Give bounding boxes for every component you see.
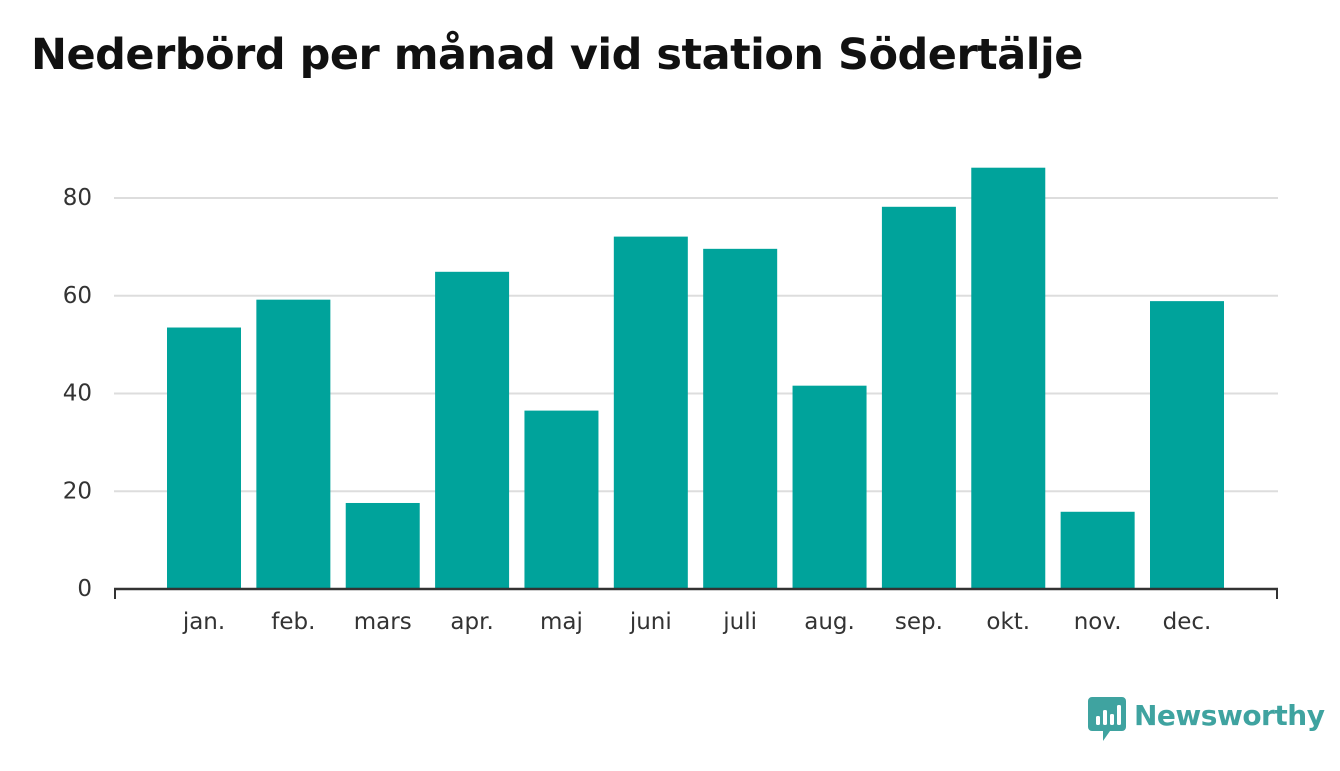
bar-jan: [167, 327, 241, 589]
x-tick-label: jan.: [182, 609, 225, 635]
y-tick-label: 60: [63, 283, 92, 309]
y-tick-label: 40: [63, 381, 92, 407]
x-tick-label: juni: [629, 609, 672, 635]
y-axis-tick-labels: 0 20 40 60 80: [63, 185, 92, 602]
x-axis: [114, 587, 1278, 599]
x-tick-label: nov.: [1074, 609, 1122, 635]
y-tick-label: 20: [63, 478, 92, 504]
newsworthy-logo-text: Newsworthy: [1134, 699, 1325, 732]
y-tick-label: 0: [77, 576, 92, 602]
bar-sep: [881, 206, 956, 590]
bar-feb: [256, 299, 331, 589]
x-tick-label: maj: [540, 609, 583, 635]
x-tick-label: mars: [354, 609, 412, 635]
bar-okt: [971, 167, 1046, 589]
bars: [167, 167, 1224, 590]
y-tick-label: 80: [63, 185, 92, 211]
bar-mars: [345, 502, 420, 589]
x-tick-label: juli: [722, 609, 757, 635]
x-tick-label: feb.: [271, 609, 315, 635]
x-tick-label: okt.: [986, 609, 1030, 635]
bar-dec: [1150, 301, 1224, 589]
x-tick-label: dec.: [1163, 609, 1212, 635]
chart-title: Nederbörd per månad vid station Södertäl…: [31, 30, 1083, 80]
bar-maj: [524, 410, 599, 589]
bar-juli: [703, 248, 778, 589]
x-axis-tick-labels: jan. feb. mars apr. maj juni juli aug. sep. okt. n…: [182, 609, 1212, 635]
bar-juni: [613, 236, 688, 589]
bar-apr: [435, 271, 510, 589]
newsworthy-logo[interactable]: Newsworthy: [1088, 697, 1325, 743]
bar-aug: [792, 385, 867, 589]
x-tick-label: aug.: [804, 609, 855, 635]
bar-nov: [1060, 511, 1135, 589]
x-tick-label: apr.: [450, 609, 493, 635]
newsworthy-logo-icon: [1088, 697, 1126, 741]
x-tick-label: sep.: [895, 609, 943, 635]
